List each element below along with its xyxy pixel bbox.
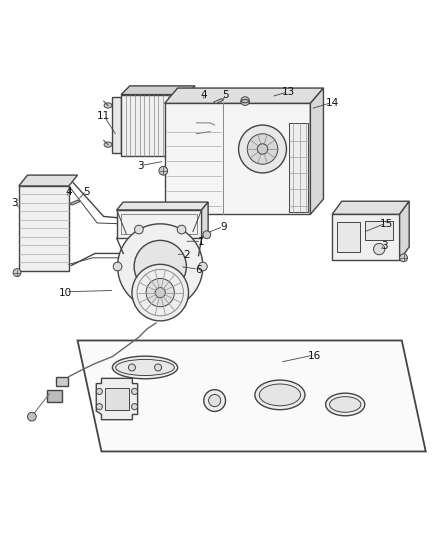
Circle shape bbox=[132, 264, 188, 321]
Circle shape bbox=[203, 231, 211, 239]
Text: 4: 4 bbox=[201, 90, 207, 100]
Polygon shape bbox=[117, 202, 208, 210]
Ellipse shape bbox=[116, 359, 174, 376]
Circle shape bbox=[134, 225, 143, 234]
Polygon shape bbox=[186, 97, 196, 154]
Ellipse shape bbox=[329, 397, 361, 413]
Circle shape bbox=[177, 225, 186, 234]
Circle shape bbox=[131, 389, 138, 394]
Text: 4: 4 bbox=[66, 187, 72, 197]
Circle shape bbox=[146, 278, 174, 307]
Ellipse shape bbox=[104, 142, 112, 147]
Text: 6: 6 bbox=[195, 265, 201, 275]
Polygon shape bbox=[165, 103, 311, 214]
Ellipse shape bbox=[259, 384, 300, 406]
Text: 14: 14 bbox=[325, 98, 339, 108]
Circle shape bbox=[239, 125, 286, 173]
Text: 13: 13 bbox=[282, 87, 295, 98]
Circle shape bbox=[128, 364, 135, 371]
Circle shape bbox=[204, 390, 226, 411]
Circle shape bbox=[117, 224, 203, 309]
Ellipse shape bbox=[242, 99, 249, 103]
Text: 1: 1 bbox=[198, 237, 205, 247]
Text: 10: 10 bbox=[59, 288, 72, 297]
Polygon shape bbox=[113, 97, 121, 154]
Text: 3: 3 bbox=[381, 240, 388, 251]
Polygon shape bbox=[78, 341, 426, 451]
Circle shape bbox=[113, 262, 122, 271]
Text: 16: 16 bbox=[308, 351, 321, 361]
Text: 2: 2 bbox=[183, 250, 190, 260]
Circle shape bbox=[155, 364, 162, 371]
Text: 5: 5 bbox=[222, 90, 229, 100]
Ellipse shape bbox=[255, 380, 305, 410]
Circle shape bbox=[13, 269, 21, 277]
Polygon shape bbox=[70, 200, 80, 205]
Circle shape bbox=[241, 97, 250, 106]
Circle shape bbox=[198, 262, 207, 271]
Circle shape bbox=[96, 403, 102, 410]
Polygon shape bbox=[201, 202, 208, 238]
Circle shape bbox=[247, 134, 278, 164]
Text: 15: 15 bbox=[380, 219, 393, 229]
Circle shape bbox=[399, 254, 407, 262]
Circle shape bbox=[159, 166, 168, 175]
Polygon shape bbox=[365, 221, 393, 240]
Circle shape bbox=[208, 394, 221, 407]
Polygon shape bbox=[214, 99, 223, 104]
Ellipse shape bbox=[325, 393, 365, 416]
Text: 3: 3 bbox=[138, 161, 144, 172]
Polygon shape bbox=[337, 222, 360, 252]
Polygon shape bbox=[19, 175, 78, 186]
Polygon shape bbox=[311, 88, 323, 214]
Text: 3: 3 bbox=[11, 198, 18, 208]
Polygon shape bbox=[332, 214, 399, 260]
Polygon shape bbox=[289, 123, 308, 212]
Ellipse shape bbox=[113, 356, 178, 379]
Polygon shape bbox=[56, 377, 68, 386]
Circle shape bbox=[28, 413, 36, 421]
Polygon shape bbox=[117, 210, 201, 238]
Polygon shape bbox=[19, 186, 69, 271]
Polygon shape bbox=[96, 378, 138, 419]
Circle shape bbox=[374, 244, 385, 255]
Circle shape bbox=[134, 299, 143, 308]
Text: 9: 9 bbox=[220, 222, 226, 232]
Circle shape bbox=[257, 144, 268, 154]
Circle shape bbox=[134, 240, 186, 293]
Polygon shape bbox=[121, 94, 186, 156]
Circle shape bbox=[155, 287, 165, 298]
Circle shape bbox=[96, 389, 102, 394]
Polygon shape bbox=[47, 390, 62, 402]
Polygon shape bbox=[332, 201, 409, 214]
Polygon shape bbox=[165, 88, 323, 103]
Text: 11: 11 bbox=[97, 111, 110, 122]
Text: 5: 5 bbox=[83, 187, 89, 197]
Polygon shape bbox=[399, 201, 409, 260]
Ellipse shape bbox=[104, 103, 112, 108]
Circle shape bbox=[131, 403, 138, 410]
Circle shape bbox=[177, 299, 186, 308]
Polygon shape bbox=[105, 388, 129, 410]
Polygon shape bbox=[121, 86, 195, 94]
